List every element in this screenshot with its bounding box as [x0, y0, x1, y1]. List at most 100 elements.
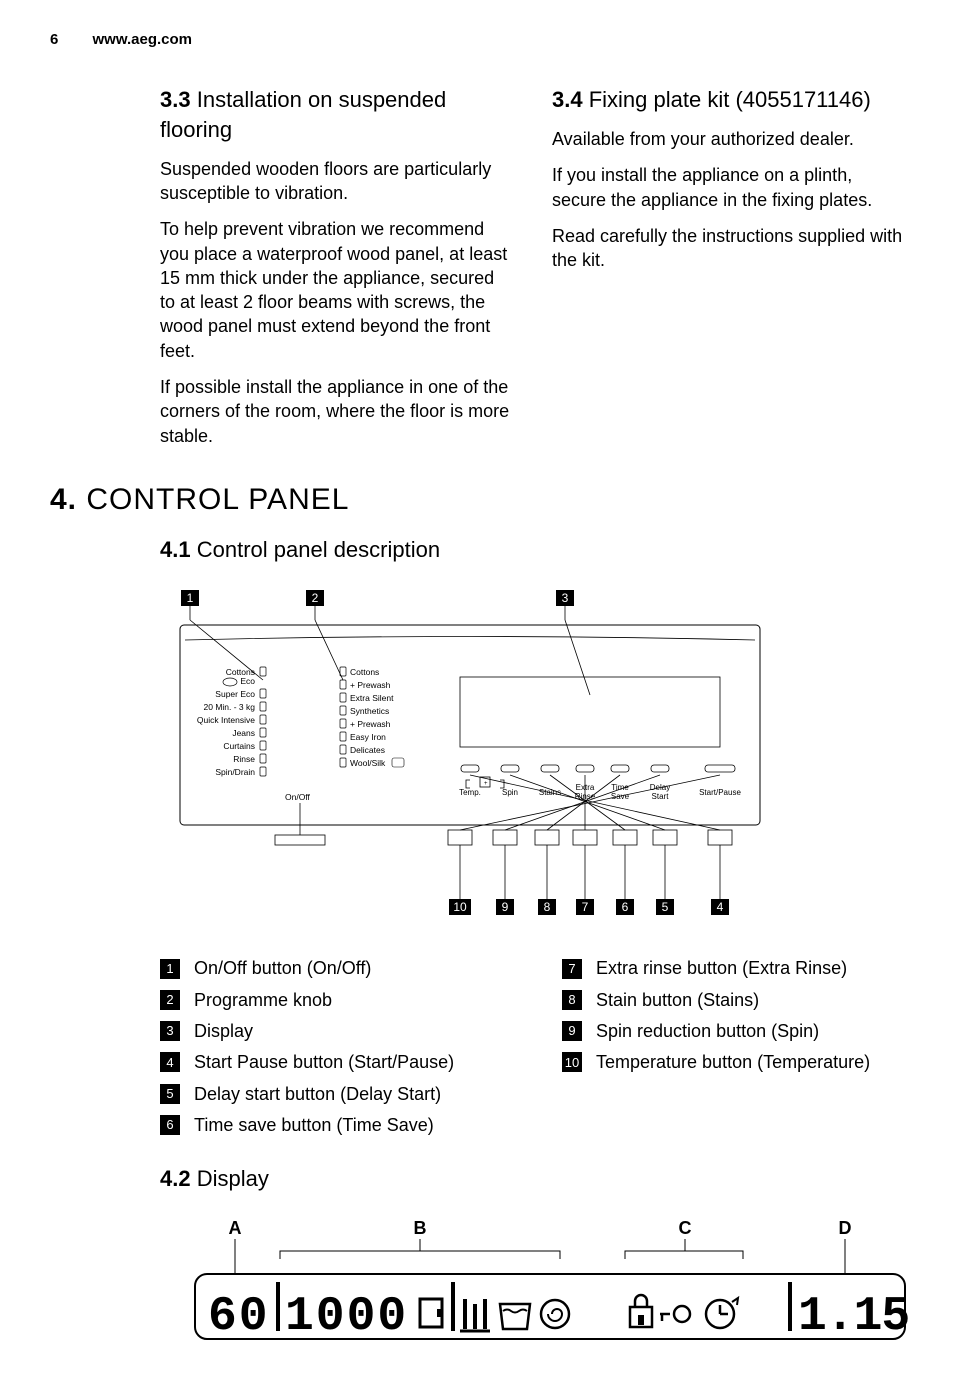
svg-text:D: D — [839, 1219, 852, 1238]
svg-text:8: 8 — [544, 900, 551, 914]
heading-text: Installation on suspended flooring — [160, 87, 446, 142]
legend-text: Programme knob — [194, 988, 332, 1012]
svg-text:Super Eco: Super Eco — [215, 689, 255, 699]
legend-row: 3 Display — [160, 1019, 502, 1043]
heading-num: 4.2 — [160, 1166, 191, 1191]
legend-text: Temperature button (Temperature) — [596, 1050, 870, 1074]
heading-3-4: 3.4 Fixing plate kit (4055171146) — [552, 85, 904, 115]
svg-text:Cottons: Cottons — [350, 667, 379, 677]
svg-text:7: 7 — [582, 900, 589, 914]
page-number: 6 — [50, 31, 58, 48]
para: If possible install the appliance in one… — [160, 375, 512, 448]
svg-text:5: 5 — [662, 900, 669, 914]
svg-text:Extra Silent: Extra Silent — [350, 693, 394, 703]
svg-text:4: 4 — [717, 900, 724, 914]
svg-text:Wool/Silk: Wool/Silk — [350, 758, 386, 768]
legend-text: Display — [194, 1019, 253, 1043]
display-diagram: A B C D 60 1000 — [190, 1219, 910, 1349]
legend: 1On/Off button (On/Off)2Programme knob3D… — [160, 956, 904, 1144]
legend-num: 1 — [160, 959, 180, 979]
legend-text: Delay start button (Delay Start) — [194, 1082, 441, 1106]
heading-3-3: 3.3 Installation on suspended flooring — [160, 85, 512, 144]
heading-4: 4. CONTROL PANEL — [50, 480, 904, 521]
para: Read carefully the instructions supplied… — [552, 224, 904, 273]
legend-row: 8 Stain button (Stains) — [562, 988, 904, 1012]
svg-text:Start: Start — [652, 792, 670, 801]
svg-text:Delicates: Delicates — [350, 745, 385, 755]
svg-text:+: + — [484, 781, 488, 787]
svg-text:Jeans: Jeans — [232, 728, 255, 738]
svg-text:9: 9 — [502, 900, 509, 914]
heading-num: 3.4 — [552, 87, 583, 112]
svg-text:Temp.: Temp. — [459, 788, 481, 797]
para: If you install the appliance on a plinth… — [552, 163, 904, 212]
svg-text:2: 2 — [312, 591, 319, 605]
legend-row: 10 Temperature button (Temperature) — [562, 1050, 904, 1074]
onoff-label: On/Off — [285, 792, 311, 802]
svg-text:10: 10 — [453, 900, 467, 914]
heading-4-1: 4.1 Control panel description — [160, 535, 904, 565]
site-url: www.aeg.com — [93, 31, 192, 48]
legend-col-right: 7 Extra rinse button (Extra Rinse) 8 Stain … — [562, 956, 904, 1144]
page-header: 6 www.aeg.com — [50, 30, 904, 50]
seg-right: 1.15 — [798, 1290, 909, 1344]
legend-num: 6 — [160, 1115, 180, 1135]
legend-num: 7 — [562, 959, 582, 979]
svg-text:Spin: Spin — [502, 788, 518, 797]
heading-num: 4. — [50, 483, 77, 516]
legend-text: Extra rinse button (Extra Rinse) — [596, 956, 847, 980]
legend-row: 7 Extra rinse button (Extra Rinse) — [562, 956, 904, 980]
svg-text:Start/Pause: Start/Pause — [699, 788, 741, 797]
svg-text:Spin/Drain: Spin/Drain — [215, 767, 255, 777]
legend-row: 9 Spin reduction button (Spin) — [562, 1019, 904, 1043]
svg-text:Quick Intensive: Quick Intensive — [197, 715, 255, 725]
para: Suspended wooden floors are particularly… — [160, 157, 512, 206]
svg-text:3: 3 — [562, 591, 569, 605]
legend-text: On/Off button (On/Off) — [194, 956, 371, 980]
svg-text:Curtains: Curtains — [223, 741, 255, 751]
heading-4-2: 4.2 Display — [160, 1164, 904, 1194]
svg-text:Eco: Eco — [240, 676, 255, 686]
legend-text: Start Pause button (Start/Pause) — [194, 1050, 454, 1074]
heading-text: CONTROL PANEL — [86, 483, 349, 516]
section-3-3: 3.3 Installation on suspended flooring S… — [50, 85, 512, 460]
legend-row: 6 Time save button (Time Save) — [160, 1113, 502, 1137]
svg-text:1: 1 — [187, 591, 194, 605]
para: To help prevent vibration we recommend y… — [160, 217, 512, 363]
legend-num: 3 — [160, 1021, 180, 1041]
legend-row: 1 On/Off button (On/Off) — [160, 956, 502, 980]
seg-left: 60 — [208, 1290, 270, 1344]
control-panel-diagram: Cottons Eco Super Eco 20 Min. - 3 kg Quick I… — [160, 585, 780, 925]
legend-text: Time save button (Time Save) — [194, 1113, 434, 1137]
svg-text:A: A — [229, 1219, 242, 1238]
legend-num: 8 — [562, 990, 582, 1010]
para: Available from your authorized dealer. — [552, 127, 904, 151]
legend-num: 10 — [562, 1052, 582, 1072]
svg-text:C: C — [679, 1219, 692, 1238]
section-3-4: 3.4 Fixing plate kit (4055171146) Availa… — [552, 85, 904, 460]
legend-num: 2 — [160, 990, 180, 1010]
svg-text:B: B — [414, 1219, 427, 1238]
svg-text:Time: Time — [611, 783, 629, 792]
seg-mid: 1000 — [285, 1290, 408, 1344]
svg-text:Rinse: Rinse — [233, 754, 255, 764]
legend-row: 2 Programme knob — [160, 988, 502, 1012]
legend-row: 5 Delay start button (Delay Start) — [160, 1082, 502, 1106]
legend-text: Stain button (Stains) — [596, 988, 759, 1012]
svg-text:+ Prewash: + Prewash — [350, 719, 391, 729]
legend-col-left: 1On/Off button (On/Off)2Programme knob3D… — [160, 956, 502, 1144]
svg-text:+ Prewash: + Prewash — [350, 680, 391, 690]
svg-text:6: 6 — [622, 900, 629, 914]
svg-text:Synthetics: Synthetics — [350, 706, 389, 716]
legend-num: 9 — [562, 1021, 582, 1041]
heading-text: Fixing plate kit (4055171146) — [589, 87, 871, 112]
heading-text: Control panel description — [197, 537, 440, 562]
svg-text:20 Min. - 3 kg: 20 Min. - 3 kg — [204, 702, 256, 712]
legend-num: 4 — [160, 1052, 180, 1072]
legend-text: Spin reduction button (Spin) — [596, 1019, 819, 1043]
svg-text:Easy Iron: Easy Iron — [350, 732, 386, 742]
legend-row: 4 Start Pause button (Start/Pause) — [160, 1050, 502, 1074]
heading-text: Display — [197, 1166, 269, 1191]
legend-num: 5 — [160, 1084, 180, 1104]
heading-num: 3.3 — [160, 87, 191, 112]
